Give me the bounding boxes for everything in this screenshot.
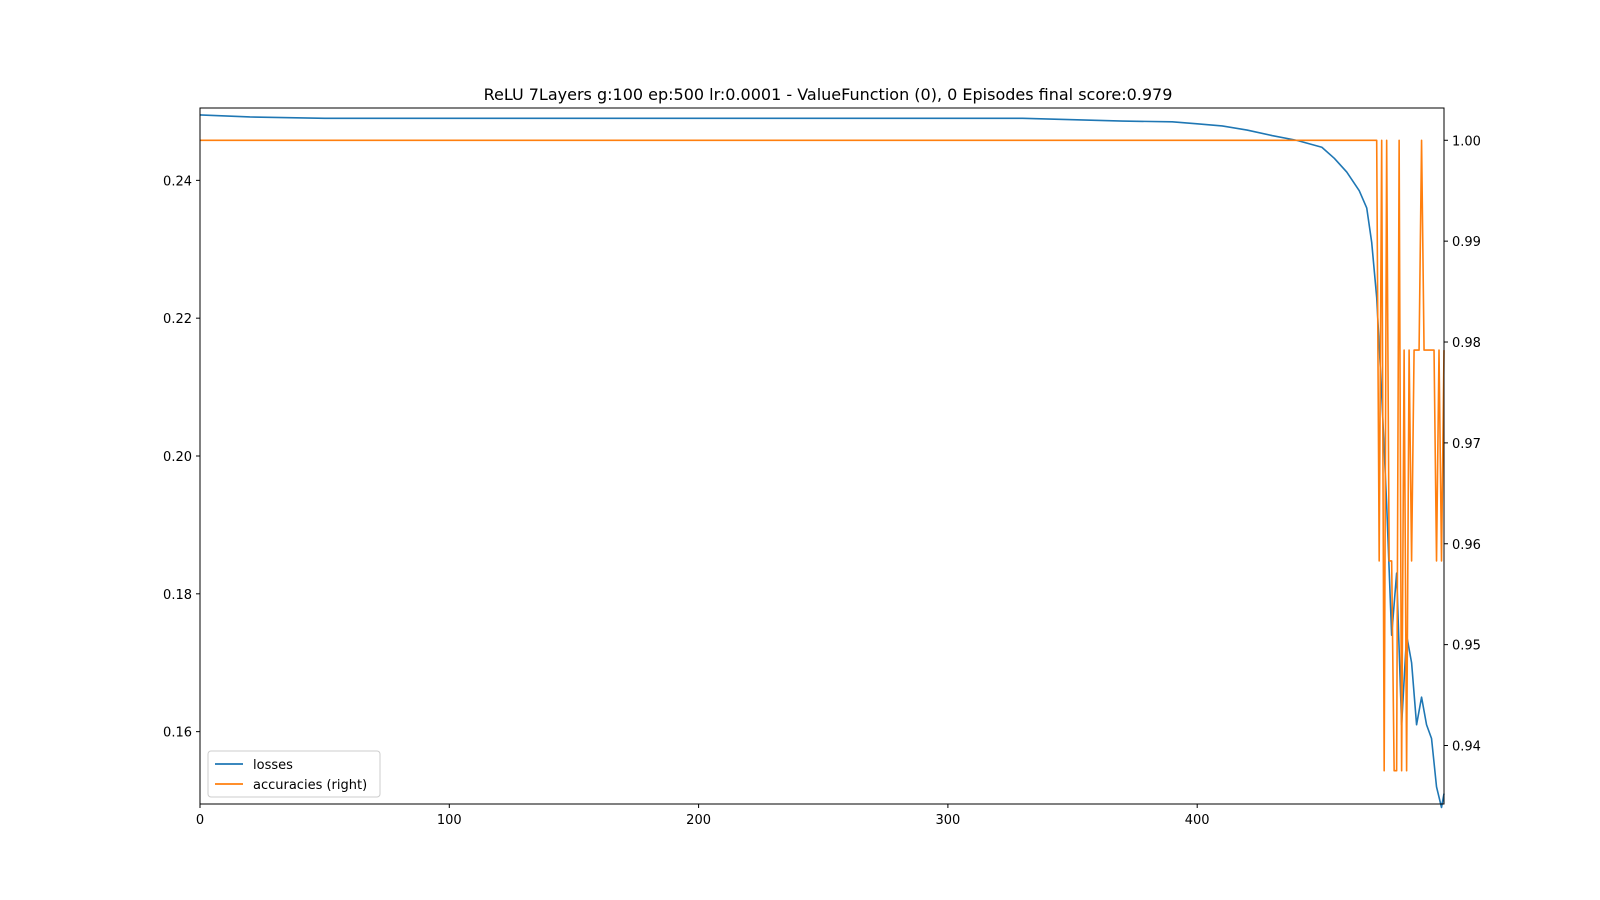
x-tick-label: 200 (686, 813, 711, 828)
legend-label: losses (253, 758, 293, 773)
legend: losses accuracies (right) (207, 750, 381, 798)
y-left-tick-label: 0.16 (163, 726, 192, 741)
x-axis: 0 100 200 300 400 (196, 804, 1210, 828)
series-line-losses (199, 114, 1445, 809)
legend-label: accuracies (right) (253, 778, 367, 793)
y-left-tick-label: 0.18 (163, 588, 192, 603)
x-tick-label: 300 (935, 813, 960, 828)
chart-title: ReLU 7Layers g:100 ep:500 lr:0.0001 - Va… (484, 85, 1173, 104)
y-right-tick-label: 0.95 (1452, 639, 1481, 654)
legend-box (207, 750, 381, 798)
y-right-tick-label: 0.99 (1452, 235, 1481, 250)
series-line-accuracies (200, 139, 1445, 772)
y-axis-left: 0.16 0.18 0.20 0.22 0.24 (163, 174, 200, 741)
y-right-tick-label: 0.94 (1452, 739, 1481, 754)
plot-lines (199, 114, 1445, 809)
y-axis-right: 0.94 0.95 0.96 0.97 0.98 0.99 1.00 (1444, 134, 1481, 754)
y-right-tick-label: 1.00 (1452, 134, 1481, 149)
y-right-tick-label: 0.97 (1452, 437, 1481, 452)
x-tick-label: 0 (196, 813, 204, 828)
y-right-tick-label: 0.98 (1452, 336, 1481, 351)
x-tick-label: 400 (1185, 813, 1210, 828)
y-left-tick-label: 0.24 (163, 174, 192, 189)
y-left-tick-label: 0.22 (163, 312, 192, 327)
x-tick-label: 100 (437, 813, 462, 828)
y-left-tick-label: 0.20 (163, 450, 192, 465)
y-right-tick-label: 0.96 (1452, 538, 1481, 553)
